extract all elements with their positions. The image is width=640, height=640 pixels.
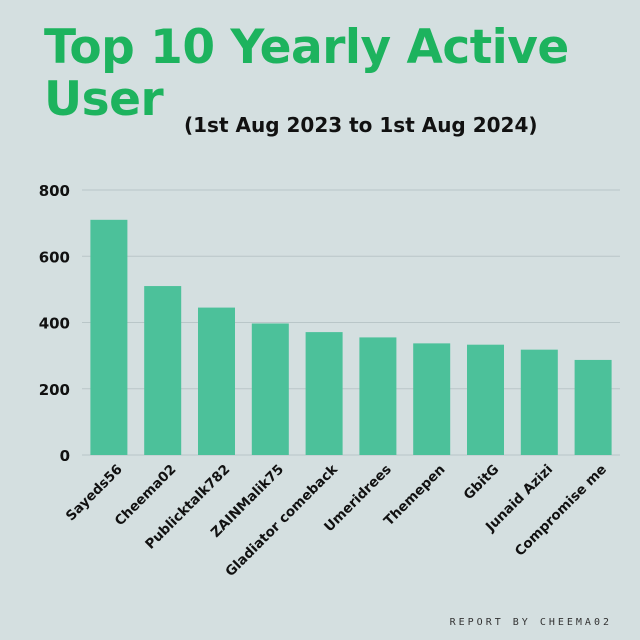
y-tick-label: 600 [39,248,70,266]
bar [574,359,612,455]
bar [90,219,128,455]
bar [359,337,397,455]
report-credit: REPORT BY CHEEMA02 [449,617,612,628]
chart-subtitle: (1st Aug 2023 to 1st Aug 2024) [184,113,538,137]
bar [144,286,182,455]
y-tick-label: 400 [39,315,70,333]
x-tick-label: GbitG [461,462,503,504]
y-tick-label: 800 [39,182,70,200]
bar [413,343,451,455]
bar [198,307,235,455]
y-tick-label: 0 [60,447,70,465]
bar [305,332,343,455]
bar [520,349,558,455]
x-tick-label: Compromise me [512,462,610,560]
bar [251,323,289,455]
y-tick-label: 200 [39,381,70,399]
bar [467,344,504,455]
chart-title: Top 10 Yearly Active User [44,20,569,127]
